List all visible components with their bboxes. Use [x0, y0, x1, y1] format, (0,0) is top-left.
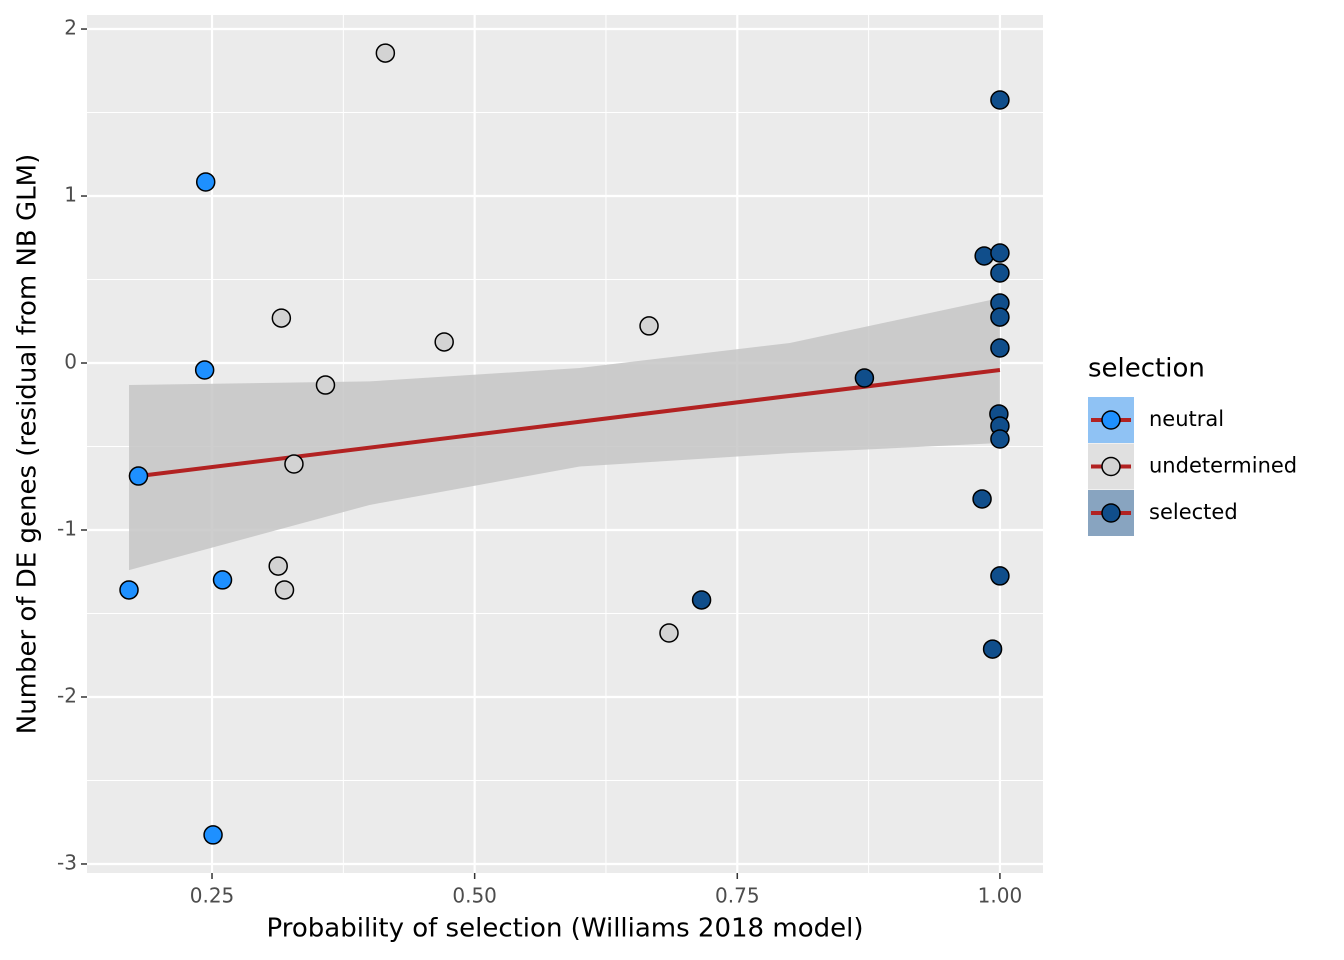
y-tick-label: 1: [64, 183, 77, 207]
point: [990, 338, 1010, 358]
x-tick-label: 0.75: [715, 884, 760, 908]
point: [972, 489, 992, 509]
y-tick-label: 2: [64, 16, 77, 40]
y-tick-label: 0: [64, 350, 77, 374]
legend-key-point: [1101, 503, 1121, 523]
point: [639, 316, 659, 336]
legend-label: undetermined: [1149, 454, 1297, 478]
point: [212, 570, 233, 590]
point: [659, 623, 679, 643]
point: [854, 368, 875, 388]
point: [268, 556, 288, 576]
y-tick-label: -1: [57, 517, 77, 541]
legend-key-point: [1101, 456, 1121, 477]
x-tick-label: 1.00: [978, 884, 1023, 908]
y-tick-label: -2: [57, 683, 77, 707]
point: [375, 43, 396, 63]
point: [990, 263, 1010, 283]
point: [315, 375, 336, 395]
y-axis-title: Number of DE genes (residual from NB GLM…: [13, 154, 43, 735]
point: [990, 429, 1010, 449]
point: [691, 590, 712, 610]
point: [274, 580, 295, 600]
point: [203, 825, 223, 845]
point: [128, 466, 149, 486]
confidence-band: [129, 298, 1000, 571]
legend-label: selected: [1149, 500, 1238, 524]
point: [990, 566, 1010, 586]
point: [194, 360, 215, 380]
point: [195, 172, 216, 192]
point: [982, 639, 1003, 659]
y-tick-label: -3: [57, 850, 77, 874]
point: [271, 308, 292, 328]
point: [434, 332, 454, 352]
legend-key-point: [1101, 410, 1121, 430]
point: [119, 580, 139, 600]
point: [990, 243, 1010, 263]
point: [974, 246, 994, 266]
fit-line: [128, 368, 1001, 480]
point: [284, 454, 304, 474]
plot-layer: [119, 43, 1010, 845]
legend-label: neutral: [1149, 407, 1224, 431]
point: [990, 90, 1010, 110]
x-tick-label: 0.25: [190, 884, 235, 908]
x-tick-label: 0.50: [452, 884, 497, 908]
legend-title: selection: [1088, 354, 1205, 384]
point: [990, 307, 1010, 327]
x-axis-title: Probability of selection (Williams 2018 …: [267, 914, 864, 944]
